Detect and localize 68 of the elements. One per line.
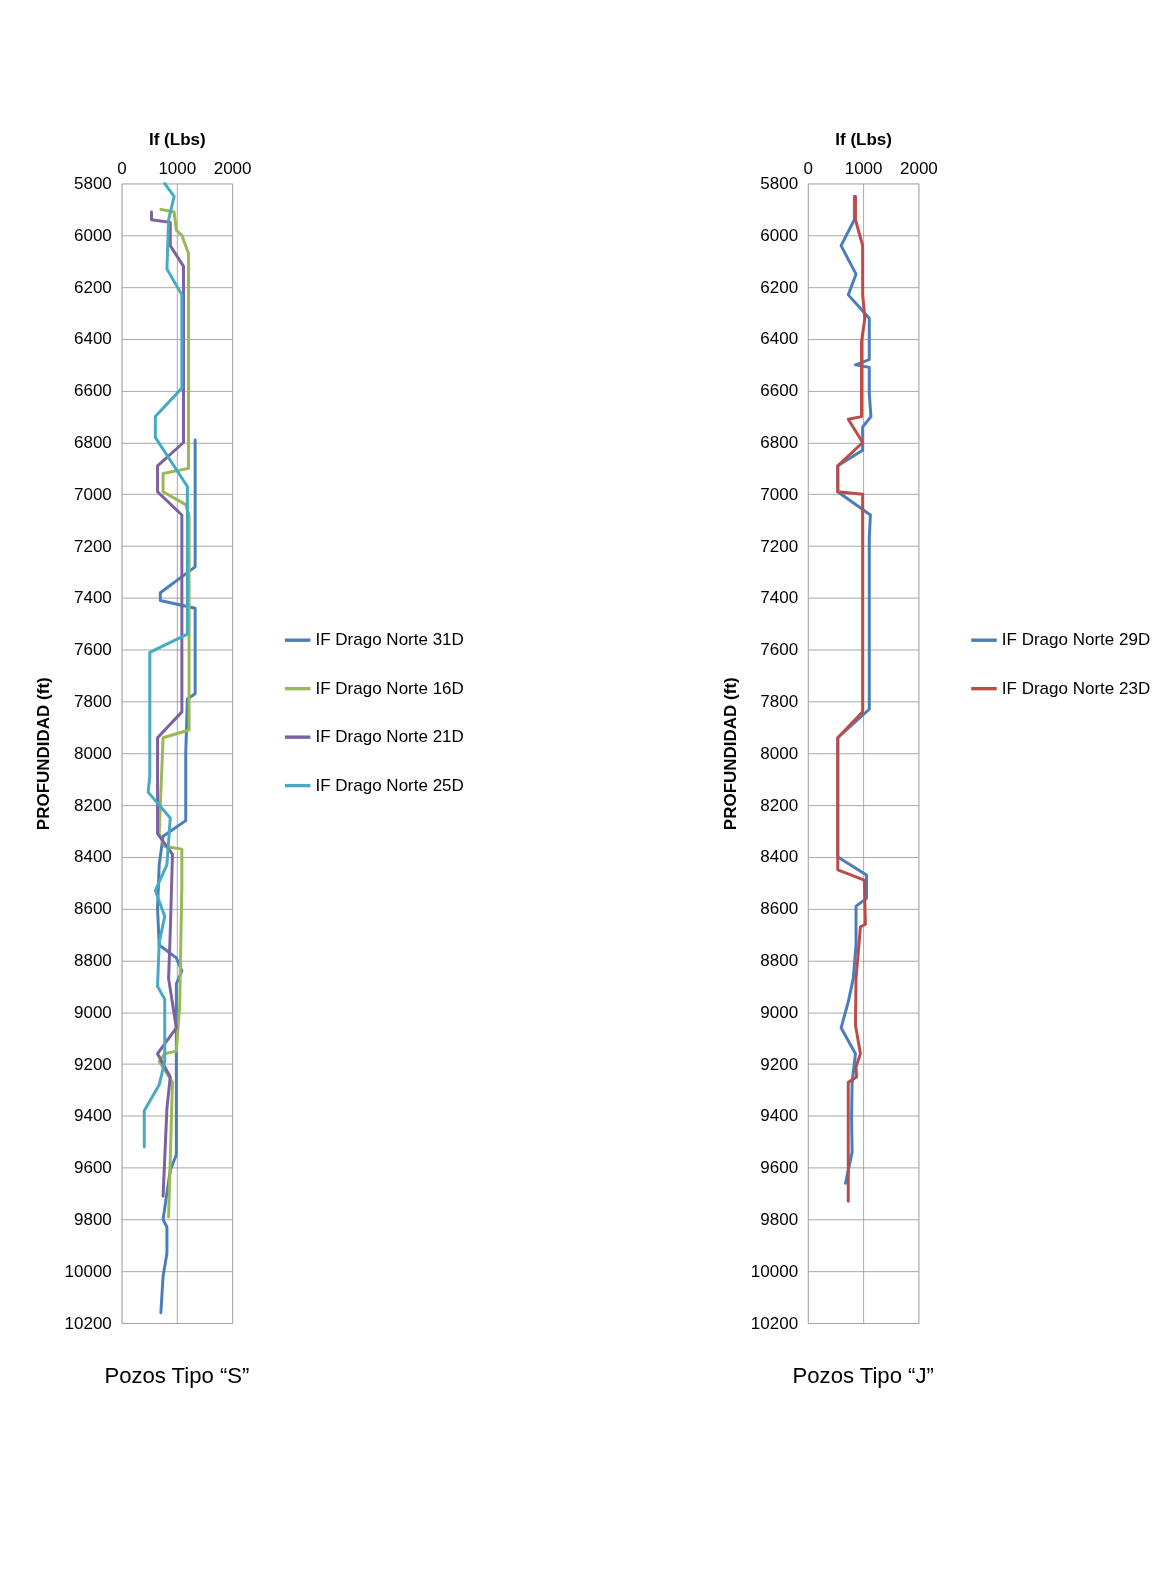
y-tick-label: 9200 (74, 1054, 112, 1074)
y-tick-label: 7600 (760, 640, 799, 660)
y-tick-label: 6200 (760, 277, 799, 297)
line-series (836, 194, 867, 1203)
y-tick-label: 6400 (74, 329, 112, 349)
y-tick-label: 9800 (74, 1210, 112, 1230)
y-tick-label: 8800 (74, 951, 112, 971)
y-tick-label: 6000 (74, 225, 112, 245)
y-tick-label: 7800 (760, 692, 799, 712)
y-tick-label: 6400 (760, 329, 799, 349)
x-tick-label: 2000 (213, 158, 252, 178)
y-tick-label: 9000 (760, 1002, 799, 1022)
y-tick-label: 9200 (760, 1054, 799, 1074)
legend-label: IF Drago Norte 29D (1001, 630, 1151, 650)
x-tick-label: 1000 (844, 158, 883, 178)
x-tick-label: 2000 (899, 158, 938, 178)
y-tick-label: 6600 (74, 381, 112, 401)
y-tick-label: 9400 (74, 1106, 112, 1126)
y-tick-label: 7800 (74, 692, 112, 712)
y-tick-label: 10200 (64, 1313, 112, 1333)
text: Pozos Tipo “S” (104, 1363, 250, 1389)
y-tick-label: 5800 (74, 174, 112, 194)
y-tick-label: 9000 (74, 1002, 112, 1022)
y-axis-title: PROFUNDIDAD (ft) (720, 677, 740, 831)
legend-label: IF Drago Norte 21D (315, 727, 464, 747)
y-tick-label: 7000 (74, 484, 112, 504)
y-tick-label: 8000 (760, 743, 799, 763)
y-tick-label: 6800 (74, 433, 112, 453)
legend-label: IF Drago Norte 25D (315, 775, 464, 795)
x-tick-label: 0 (803, 158, 814, 178)
x-axis-title: If (Lbs) (148, 129, 206, 149)
y-tick-label: 10200 (750, 1313, 799, 1333)
y-tick-label: 8200 (74, 795, 112, 815)
y-tick-label: 9800 (760, 1210, 799, 1230)
y-axis-title: PROFUNDIDAD (ft) (34, 677, 54, 831)
y-tick-label: 7000 (760, 484, 799, 504)
y-tick-label: 6600 (760, 381, 799, 401)
legend-label: IF Drago Norte 23D (1001, 678, 1151, 698)
y-tick-label: 6800 (760, 433, 799, 453)
x-tick-label: 0 (117, 158, 127, 178)
y-tick-label: 9600 (760, 1158, 799, 1178)
y-tick-label: 7600 (74, 640, 112, 660)
y-tick-label: 8200 (760, 795, 799, 815)
y-tick-label: 8000 (74, 743, 112, 763)
y-tick-label: 10000 (750, 1261, 799, 1281)
line-series (149, 210, 186, 1198)
y-tick-label: 8600 (74, 899, 112, 919)
line-series (157, 207, 191, 1219)
y-tick-label: 9400 (760, 1106, 799, 1126)
y-tick-label: 7400 (74, 588, 112, 608)
y-tick-label: 7400 (760, 588, 799, 608)
y-tick-label: 5800 (760, 174, 799, 194)
y-tick-label: 8400 (74, 847, 112, 867)
legend-label: IF Drago Norte 16D (315, 678, 464, 698)
y-tick-label: 6000 (760, 225, 799, 245)
y-tick-label: 10000 (64, 1261, 112, 1281)
y-tick-label: 8600 (760, 899, 799, 919)
line-series (142, 182, 189, 1149)
text: Pozos Tipo “J” (792, 1363, 934, 1389)
y-tick-label: 7200 (760, 536, 799, 556)
x-tick-label: 1000 (158, 158, 197, 178)
y-tick-label: 8800 (760, 951, 799, 971)
y-tick-label: 6200 (74, 277, 112, 297)
x-axis-title: If (Lbs) (835, 129, 892, 149)
y-tick-label: 7200 (74, 536, 112, 556)
legend-label: IF Drago Norte 31D (315, 630, 464, 650)
y-tick-label: 8400 (760, 847, 799, 867)
y-tick-label: 9600 (74, 1158, 112, 1178)
